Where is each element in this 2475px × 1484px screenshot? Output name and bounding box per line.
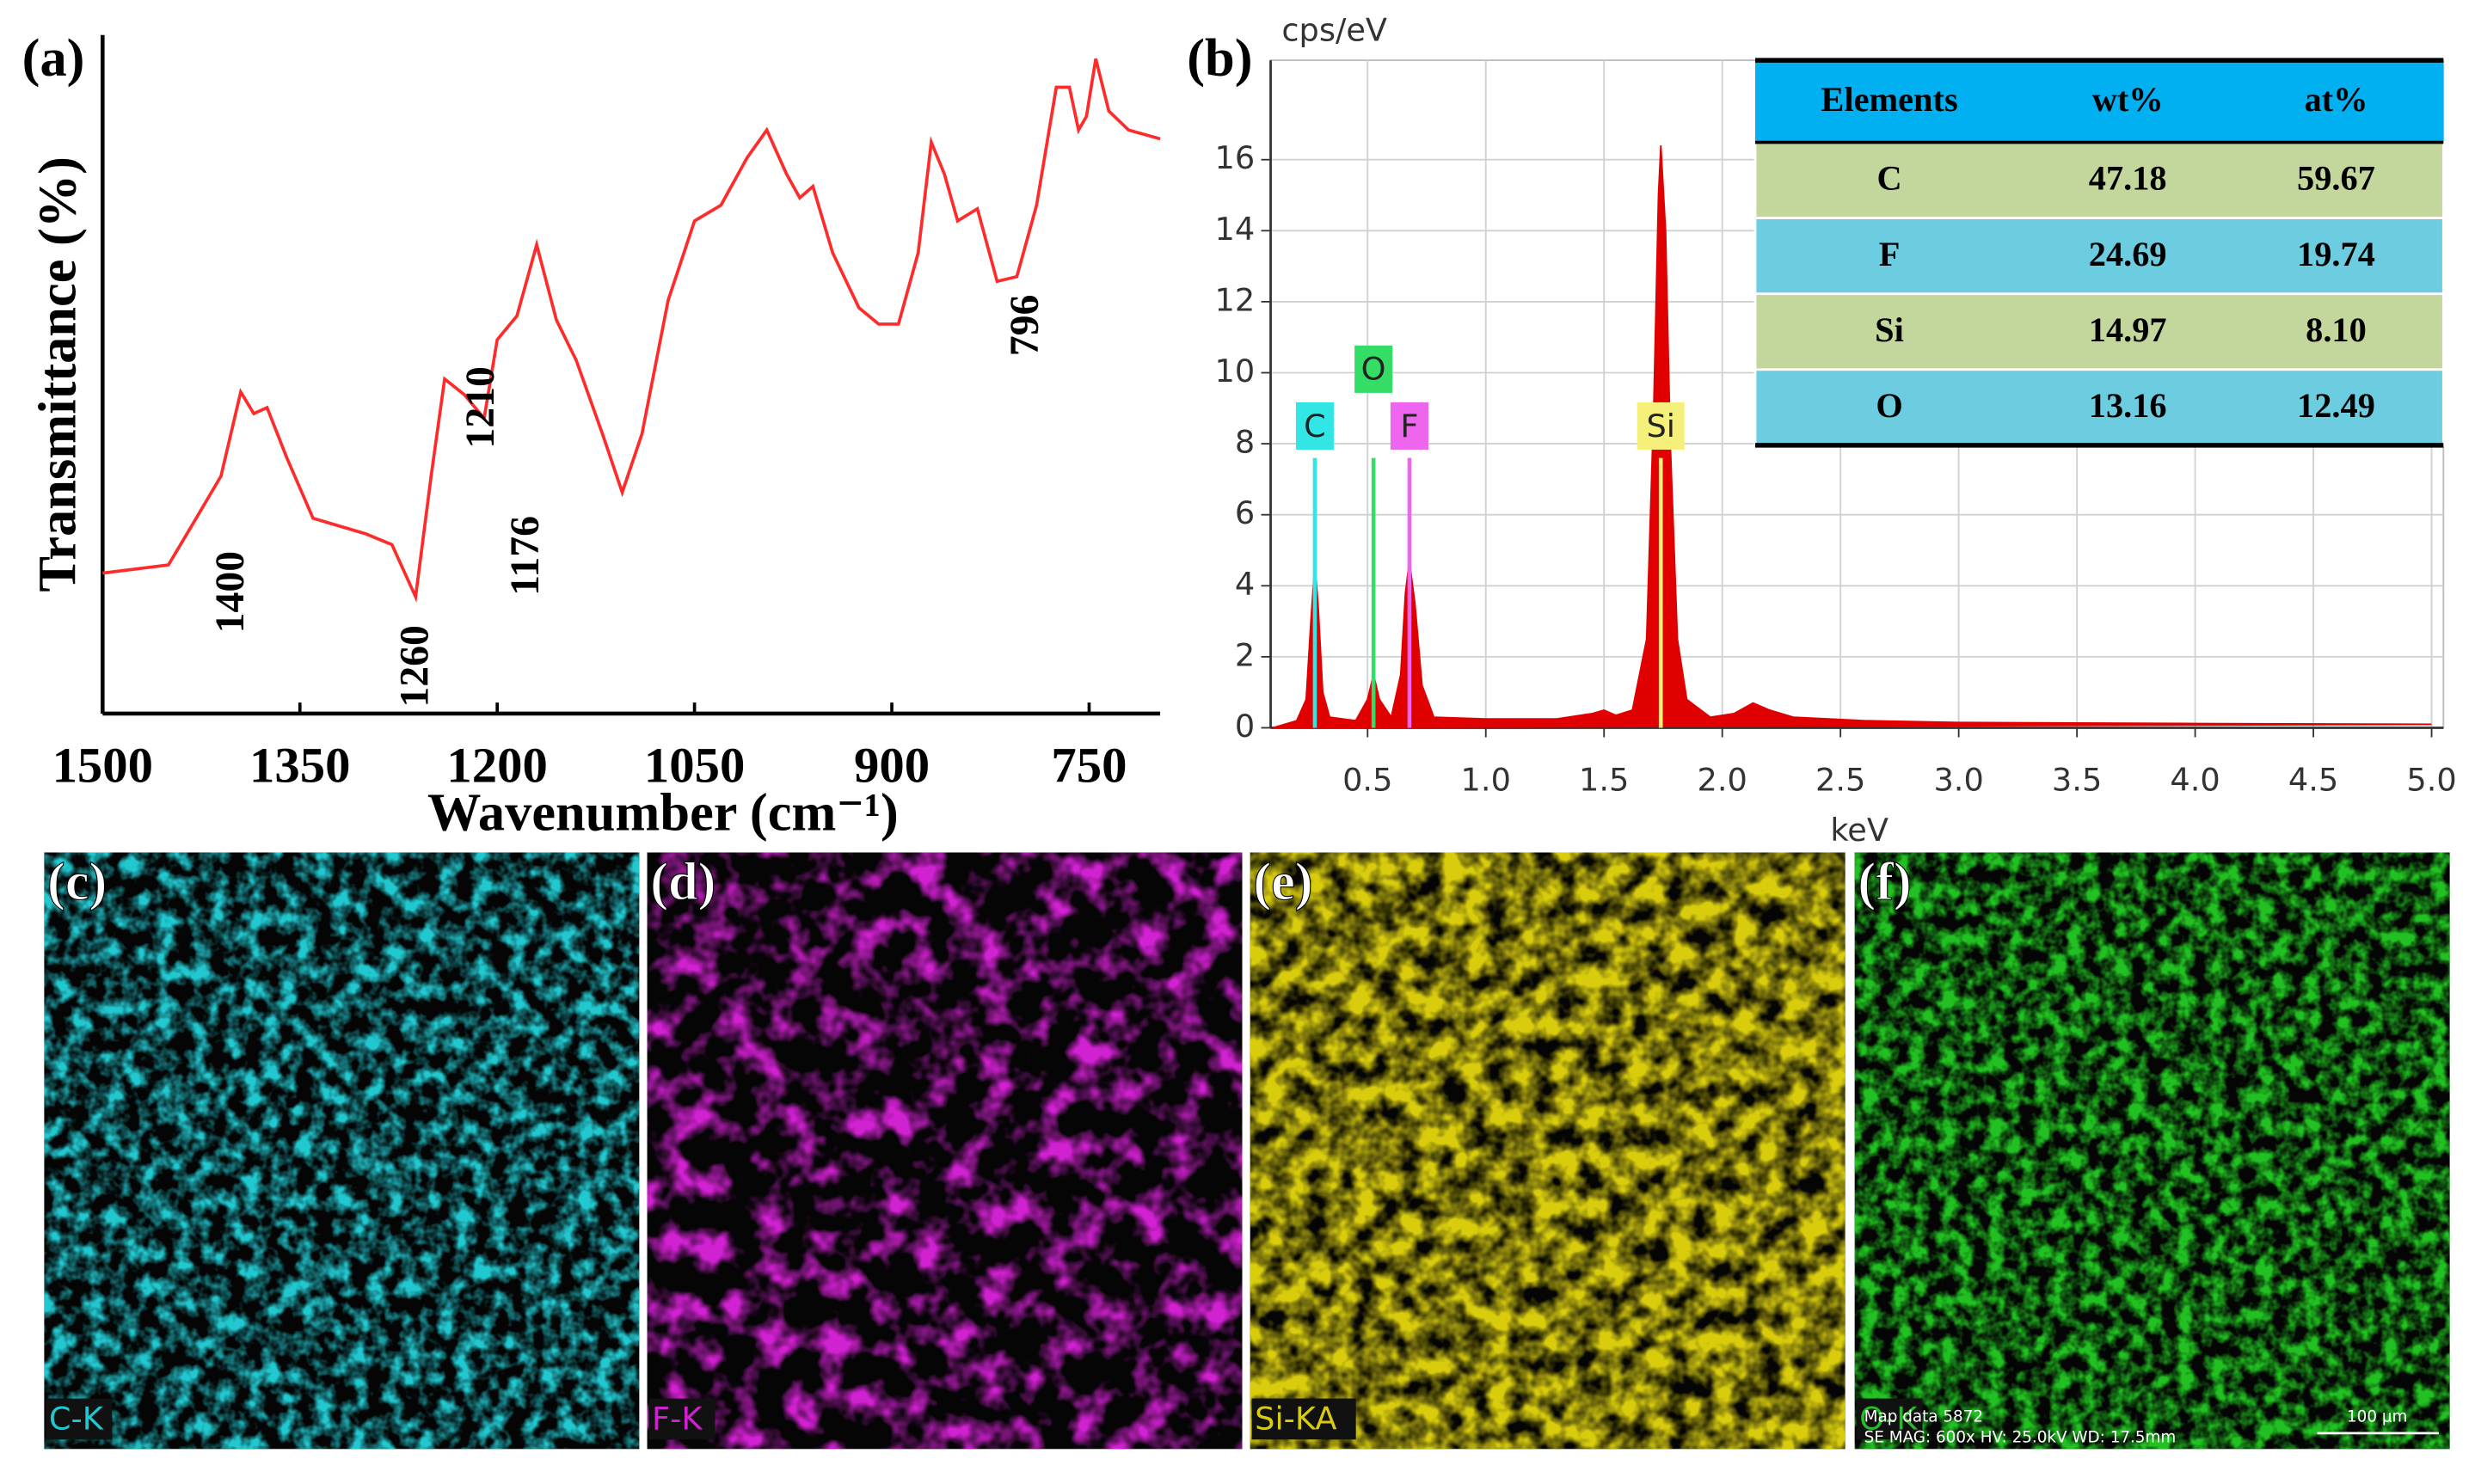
- x-tick-label: 1200: [446, 738, 547, 794]
- table-row-bg: [1753, 292, 2445, 371]
- table-row-bg: [1753, 217, 2445, 296]
- y-tick-label: 2: [1235, 636, 1255, 673]
- map-image: [44, 852, 640, 1450]
- scale-bar-label: 100 μm: [2347, 1408, 2407, 1426]
- table-cell: 12.49: [2297, 386, 2375, 425]
- map-element-box: [46, 1398, 113, 1440]
- table-cell: 19.74: [2297, 235, 2375, 273]
- table-header: Elements: [1821, 80, 1957, 119]
- table-row-bg: [1753, 141, 2445, 220]
- panel-label: (b): [1187, 28, 1252, 88]
- map-info: Map data 5872: [1864, 1408, 1983, 1426]
- spectrum-area: [1273, 145, 2432, 729]
- x-tick-label: 1050: [644, 738, 745, 794]
- annotation: 1210: [458, 366, 503, 448]
- table-cell: C: [1876, 159, 1901, 198]
- x-tick-label: 1500: [52, 738, 153, 794]
- map-image: [1250, 852, 1846, 1450]
- table-cell: 13.16: [2089, 386, 2167, 425]
- element-label: F: [1400, 408, 1418, 445]
- y-tick-label: 14: [1215, 211, 1256, 248]
- y-tick-label: 0: [1235, 708, 1255, 745]
- x-tick-label: 5.0: [2406, 761, 2456, 798]
- x-tick-label: 3.0: [1933, 761, 1983, 798]
- element-label-box: [1390, 402, 1428, 450]
- map-image: [647, 852, 1243, 1450]
- table-cell: 47.18: [2089, 159, 2167, 198]
- map-info: SE MAG: 600x HV: 25.0kV WD: 17.5mm: [1864, 1428, 2177, 1446]
- table-cell: 8.10: [2306, 310, 2367, 349]
- map-element: Si-KA: [1255, 1401, 1336, 1438]
- y-axis-label: Transmittance (%): [28, 156, 88, 592]
- x-axis-label: keV: [1830, 812, 1888, 849]
- y-tick-label: 12: [1215, 281, 1256, 318]
- x-tick-label: 750: [1051, 738, 1127, 794]
- panel-label: (a): [22, 28, 85, 88]
- element-label-box: [1354, 345, 1393, 393]
- element-label: O: [1361, 351, 1386, 388]
- x-tick-label: 2.0: [1698, 761, 1747, 798]
- map-element-box: [1856, 1398, 1923, 1440]
- x-tick-label: 2.5: [1815, 761, 1865, 798]
- map-element: O-K: [1859, 1401, 1918, 1438]
- x-tick-label: 1.5: [1579, 761, 1629, 798]
- element-label-box: [1295, 402, 1334, 450]
- x-tick-label: 900: [854, 738, 930, 794]
- x-tick-label: 1350: [249, 738, 350, 794]
- table-cell: 24.69: [2089, 235, 2167, 273]
- map-element-box: [648, 1398, 715, 1440]
- table-header: wt%: [2092, 80, 2164, 119]
- x-tick-label: 4.5: [2288, 761, 2338, 798]
- map-element: F-K: [652, 1401, 703, 1438]
- x-tick-label: 3.5: [2052, 761, 2102, 798]
- y-tick-label: 4: [1235, 566, 1255, 603]
- table-cell: O: [1876, 386, 1902, 425]
- y-tick-label: 10: [1215, 353, 1256, 389]
- table-row-bg: [1753, 368, 2445, 447]
- table-header-bg: [1755, 60, 2444, 143]
- map-image: [1854, 852, 2450, 1450]
- panel-label: (e): [1253, 852, 1312, 911]
- table-cell: 59.67: [2297, 159, 2375, 198]
- x-tick-label: 0.5: [1342, 761, 1392, 798]
- table-cell: 14.97: [2089, 310, 2167, 349]
- panel-label: (d): [650, 852, 715, 911]
- element-label-box: [1637, 402, 1685, 450]
- y-tick-label: 16: [1215, 139, 1256, 176]
- annotation: 1260: [391, 625, 437, 707]
- table-cell: Si: [1875, 310, 1904, 349]
- x-tick-label: 4.0: [2170, 761, 2220, 798]
- y-axis-label: cps/eV: [1281, 12, 1387, 49]
- panel-label: (c): [47, 852, 107, 911]
- annotation: 796: [1002, 295, 1047, 357]
- y-tick-label: 6: [1235, 494, 1255, 531]
- table-cell: F: [1879, 235, 1901, 273]
- x-axis-label: Wavenumber (cm⁻¹): [427, 782, 899, 842]
- annotation: 1176: [502, 516, 548, 596]
- x-tick-label: 1.0: [1461, 761, 1511, 798]
- element-label: C: [1304, 408, 1326, 445]
- annotation: 1400: [207, 551, 253, 633]
- table-header: at%: [2304, 80, 2368, 119]
- panel-label: (f): [1858, 852, 1911, 911]
- y-tick-label: 8: [1235, 424, 1255, 461]
- spectrum-line: [102, 58, 1161, 603]
- element-label: Si: [1646, 408, 1674, 445]
- map-element-box: [1251, 1398, 1356, 1440]
- map-element: C-K: [49, 1401, 104, 1438]
